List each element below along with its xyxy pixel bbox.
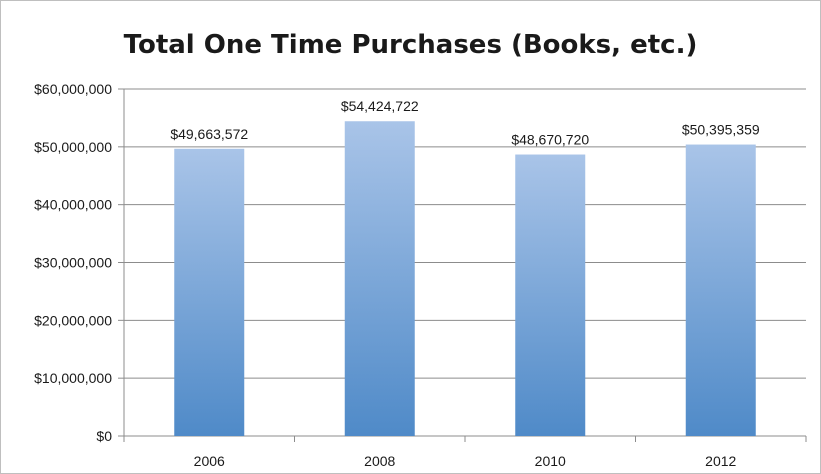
bars [174, 121, 756, 437]
data-label: $54,424,722 [341, 98, 419, 114]
y-tick-label: $50,000,000 [34, 139, 112, 155]
data-label: $50,395,359 [682, 122, 760, 138]
y-tick-label: $10,000,000 [34, 370, 112, 386]
bar [344, 121, 415, 437]
y-tick-label: $40,000,000 [34, 197, 112, 213]
y-tick-label: $0 [96, 428, 112, 444]
bar [685, 144, 756, 436]
y-tick-label: $30,000,000 [34, 255, 112, 271]
x-tick-label: 2010 [535, 453, 566, 469]
data-label: $48,670,720 [511, 132, 589, 148]
y-tick-label: $60,000,000 [34, 81, 112, 97]
labels: $0 $10,000,000 $20,000,000 $30,000,000 $40,0… [34, 81, 760, 469]
chart-title: Total One Time Purchases (Books, etc.) [123, 30, 698, 60]
x-tick-label: 2012 [705, 453, 736, 469]
y-tick-label: $20,000,000 [34, 312, 112, 328]
x-tick-label: 2006 [194, 453, 225, 469]
data-label: $49,663,572 [170, 126, 248, 142]
x-tick-label: 2008 [364, 453, 395, 469]
bar [515, 154, 586, 436]
bar [174, 148, 245, 437]
